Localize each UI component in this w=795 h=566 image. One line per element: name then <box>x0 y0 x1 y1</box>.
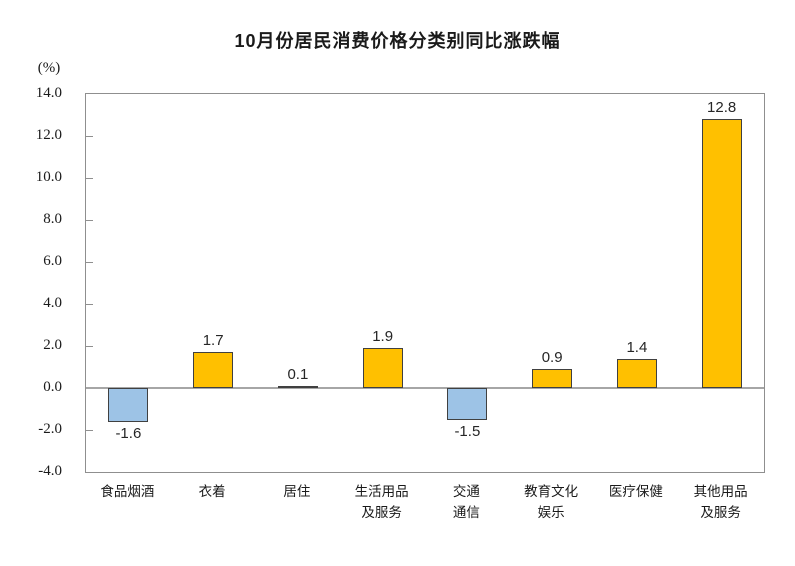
plot-area: -1.6 1.7 0.1 1.9 -1.5 0.9 1.4 12.8 <box>85 93 765 473</box>
bar-value-label: 1.9 <box>372 328 394 346</box>
bar <box>447 388 488 420</box>
zero-baseline <box>86 387 764 389</box>
bar <box>362 348 403 388</box>
x-category-label: 衣着 <box>198 484 226 499</box>
bar <box>616 358 657 388</box>
y-tick-label: 0.0 <box>43 379 62 395</box>
y-tick-mark <box>86 304 93 305</box>
x-category-label: 居住 <box>283 484 311 499</box>
y-tick-label: 4.0 <box>43 295 62 311</box>
y-tick-mark <box>86 346 93 347</box>
bar <box>701 119 742 388</box>
y-tick-label: 2.0 <box>43 337 62 353</box>
bar <box>532 369 573 388</box>
y-tick-label: 14.0 <box>35 85 62 101</box>
bar <box>108 388 149 422</box>
x-category-label: 教育文化 娱乐 <box>524 484 579 520</box>
chart-title: 10月份居民消费价格分类别同比涨跌幅 <box>234 31 561 51</box>
y-tick-mark <box>86 430 93 431</box>
bar-value-label: 1.7 <box>202 332 224 350</box>
bar-value-label: 1.4 <box>626 338 648 356</box>
bar-value-label: -1.5 <box>454 422 481 440</box>
x-category-label: 交通 通信 <box>452 484 480 520</box>
y-tick-label: 12.0 <box>35 127 62 143</box>
y-tick-mark <box>86 262 93 263</box>
bar-value-label: 12.8 <box>707 99 737 117</box>
y-tick-mark <box>86 178 93 179</box>
y-tick-label: -4.0 <box>38 463 62 479</box>
x-category-label: 食品烟酒 <box>100 484 155 499</box>
y-tick-label: 10.0 <box>35 169 62 185</box>
y-tick-mark <box>86 220 93 221</box>
y-tick-label: 6.0 <box>43 253 62 269</box>
bar-value-label: 0.1 <box>287 365 309 383</box>
y-tick-label: 8.0 <box>43 211 62 227</box>
y-tick-label: -2.0 <box>38 421 62 437</box>
y-axis-unit-label: (%) <box>37 60 61 76</box>
bar <box>277 385 318 388</box>
bar-value-label: 0.9 <box>541 349 563 367</box>
x-category-label: 医疗保健 <box>608 484 663 499</box>
bar-value-label: -1.6 <box>115 424 142 442</box>
bar <box>193 352 234 388</box>
y-tick-mark <box>86 136 93 137</box>
x-category-label: 其他用品 及服务 <box>693 484 748 520</box>
x-category-label: 生活用品 及服务 <box>354 484 409 520</box>
